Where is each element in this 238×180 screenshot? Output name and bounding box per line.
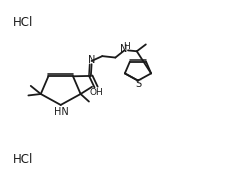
Text: HCl: HCl	[13, 16, 34, 29]
Text: S: S	[135, 79, 141, 89]
Text: HCl: HCl	[13, 153, 34, 166]
Text: N: N	[88, 55, 95, 65]
Text: OH: OH	[90, 88, 104, 97]
Text: H: H	[123, 42, 130, 51]
Text: N: N	[120, 44, 127, 54]
Text: HN: HN	[54, 107, 69, 117]
